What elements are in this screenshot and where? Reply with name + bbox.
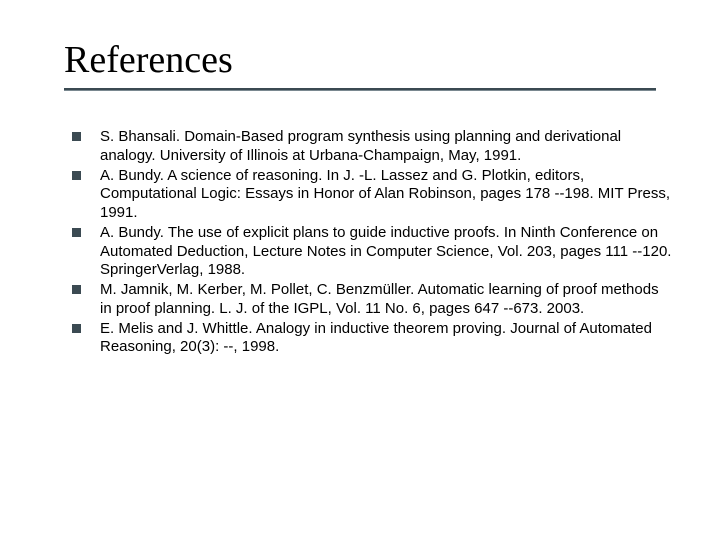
- list-item: A. Bundy. The use of explicit plans to g…: [100, 224, 672, 280]
- page-title: References: [64, 38, 672, 82]
- square-bullet-icon: [72, 285, 81, 294]
- list-item: M. Jamnik, M. Kerber, M. Pollet, C. Benz…: [100, 281, 672, 319]
- square-bullet-icon: [72, 132, 81, 141]
- list-item: E. Melis and J. Whittle. Analogy in indu…: [100, 320, 672, 358]
- title-underline: [64, 88, 656, 90]
- reference-text: A. Bundy. The use of explicit plans to g…: [100, 224, 671, 279]
- square-bullet-icon: [72, 324, 81, 333]
- reference-list: S. Bhansali. Domain-Based program synthe…: [64, 128, 672, 357]
- list-item: S. Bhansali. Domain-Based program synthe…: [100, 128, 672, 166]
- square-bullet-icon: [72, 171, 81, 180]
- slide: References S. Bhansali. Domain-Based pro…: [0, 0, 720, 540]
- reference-text: S. Bhansali. Domain-Based program synthe…: [100, 128, 621, 164]
- square-bullet-icon: [72, 228, 81, 237]
- list-item: A. Bundy. A science of reasoning. In J. …: [100, 167, 672, 223]
- reference-text: M. Jamnik, M. Kerber, M. Pollet, C. Benz…: [100, 281, 659, 317]
- reference-text: E. Melis and J. Whittle. Analogy in indu…: [100, 320, 652, 356]
- reference-text: A. Bundy. A science of reasoning. In J. …: [100, 167, 670, 222]
